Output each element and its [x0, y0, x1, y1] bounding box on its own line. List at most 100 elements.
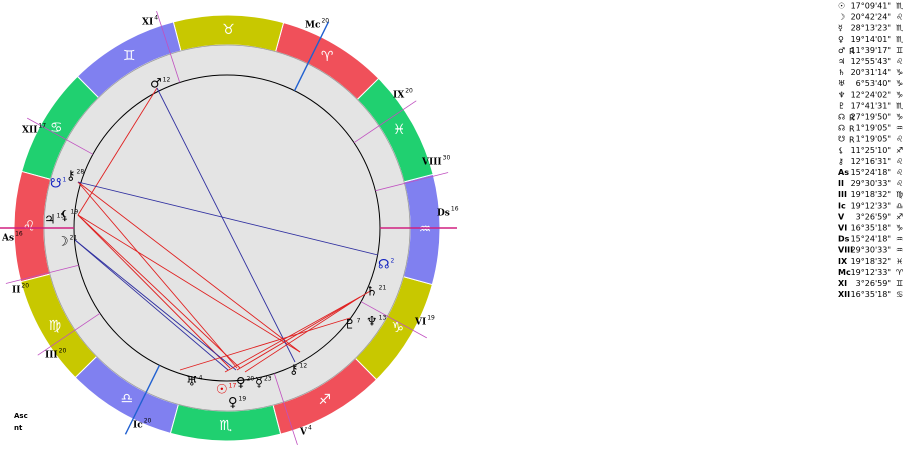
- row-position: 15°24'18": [851, 235, 891, 244]
- row-retro: R: [849, 125, 855, 134]
- row-sign: ♌: [896, 179, 903, 188]
- row-position: 20°42'24": [851, 13, 891, 22]
- planet-degree: 17: [229, 383, 237, 390]
- sign-glyph: ♓: [393, 122, 406, 138]
- planet-degree: 20: [247, 376, 255, 383]
- aspect-line: [77, 214, 241, 369]
- house-degree: 20: [405, 88, 413, 95]
- house-degree: 30: [443, 155, 451, 162]
- aspect-line: [77, 214, 301, 353]
- row-symbol: ♃: [838, 57, 845, 66]
- planet-glyph: ☿: [255, 376, 263, 391]
- row-symbol: ☽: [838, 13, 845, 22]
- row-symbol: VIII: [838, 246, 853, 255]
- house-cusp: [5, 264, 79, 284]
- sign-glyph: ♍: [49, 318, 62, 334]
- row-symbol: ☊: [838, 113, 845, 122]
- row-retro: R: [849, 136, 855, 145]
- house-degree: 20: [21, 283, 29, 290]
- aspect-line: [74, 239, 237, 371]
- row-sign: ♌: [896, 13, 903, 22]
- row-position: 11°25'10": [851, 146, 891, 155]
- aspects: [74, 87, 379, 373]
- row-symbol: XI: [838, 279, 847, 288]
- aspect-line: [77, 87, 158, 216]
- row-symbol: ♇: [838, 101, 845, 110]
- aspect-line: [179, 317, 351, 371]
- row-sign: ♈: [896, 268, 903, 277]
- sign-glyph: ♑: [391, 320, 404, 336]
- planet-degree: 23: [264, 376, 272, 383]
- row-position: 11°39'17": [851, 46, 891, 55]
- row-position: 29°30'33": [851, 179, 891, 188]
- row-position: 12°55'43": [851, 57, 891, 66]
- sign-glyph: ♒: [419, 221, 432, 237]
- aspect-line: [77, 181, 379, 256]
- house-degree: 20: [59, 348, 67, 355]
- sign-glyph: ♉: [222, 22, 235, 38]
- row-sign: ♏: [896, 2, 904, 11]
- row-sign: ♌: [896, 135, 903, 144]
- planet-glyph: ♅: [186, 375, 198, 390]
- row-symbol: ♆: [838, 90, 845, 99]
- row-symbol: ♂: [838, 46, 845, 55]
- house-label: VI: [414, 318, 426, 328]
- row-sign: ♏: [896, 101, 904, 110]
- planet-degree: 28: [77, 169, 85, 176]
- aspect-line: [77, 181, 301, 353]
- row-symbol: ☿: [838, 24, 843, 33]
- sign-glyph: ♌: [23, 219, 36, 235]
- sign-glyph: ♋: [50, 120, 63, 136]
- wheel: ♈ ♉ ♊ ♋ ♌ ♍ ♎ ♏ ♐ ♑ ♒ ♓: [0, 11, 457, 445]
- row-symbol: IX: [838, 257, 848, 266]
- row-position: 6°53'40": [856, 79, 891, 88]
- planet-glyph: ♆: [366, 315, 378, 330]
- house-cusp: [360, 301, 427, 339]
- house-label: IX: [393, 91, 404, 101]
- sign-glyph: ♈: [321, 49, 334, 65]
- row-sign: ♌: [896, 157, 903, 166]
- house-degree: 17: [38, 123, 46, 130]
- sign-glyph: ♊: [123, 48, 136, 64]
- aspect-line: [77, 214, 231, 369]
- aspect-line: [74, 239, 229, 371]
- row-position: 17°41'31": [851, 101, 891, 110]
- row-position: 3°26'59": [856, 279, 891, 288]
- house-degree: 20: [144, 418, 152, 425]
- house-cusp: [273, 373, 298, 445]
- house-label: Mc: [305, 21, 321, 31]
- house-label: VIII: [421, 158, 442, 168]
- house-degree: 4: [154, 15, 158, 22]
- row-retro: R: [849, 47, 855, 56]
- planet-glyph: ☉: [216, 383, 228, 398]
- row-sign: ♑: [896, 113, 903, 122]
- house-label: Ds: [437, 209, 450, 219]
- aspect-line: [236, 289, 373, 371]
- row-symbol: II: [838, 179, 844, 188]
- planet-degree: 13: [379, 315, 387, 322]
- row-position: 12°16'31": [851, 157, 891, 166]
- house-degree: 19: [427, 315, 435, 322]
- house-label: V: [299, 428, 308, 438]
- row-position: 27°19'50": [851, 113, 891, 122]
- row-symbol: Ds: [838, 235, 850, 244]
- house-label: III: [45, 351, 58, 361]
- row-sign: ♐: [896, 146, 903, 155]
- row-position: 3°26'59": [856, 212, 891, 221]
- row-sign: ♌: [896, 57, 903, 66]
- row-sign: ♑: [896, 68, 903, 77]
- house-label: Ic: [133, 421, 143, 431]
- row-symbol: ⚸: [838, 146, 844, 155]
- house-degree: 20: [321, 18, 329, 25]
- planet-degree: 21: [70, 235, 78, 242]
- planet-glyph: ☋: [50, 177, 62, 192]
- row-symbol: Ic: [838, 201, 846, 210]
- row-sign: ♑: [896, 79, 903, 88]
- planet-glyph: ☽: [57, 235, 69, 250]
- planet-glyph: ⚸: [60, 209, 70, 224]
- planet-glyph: ♀: [228, 396, 238, 411]
- planet-glyph: ♃: [44, 213, 56, 228]
- row-position: 19°12'33": [851, 201, 891, 210]
- house-cusp: [156, 11, 181, 83]
